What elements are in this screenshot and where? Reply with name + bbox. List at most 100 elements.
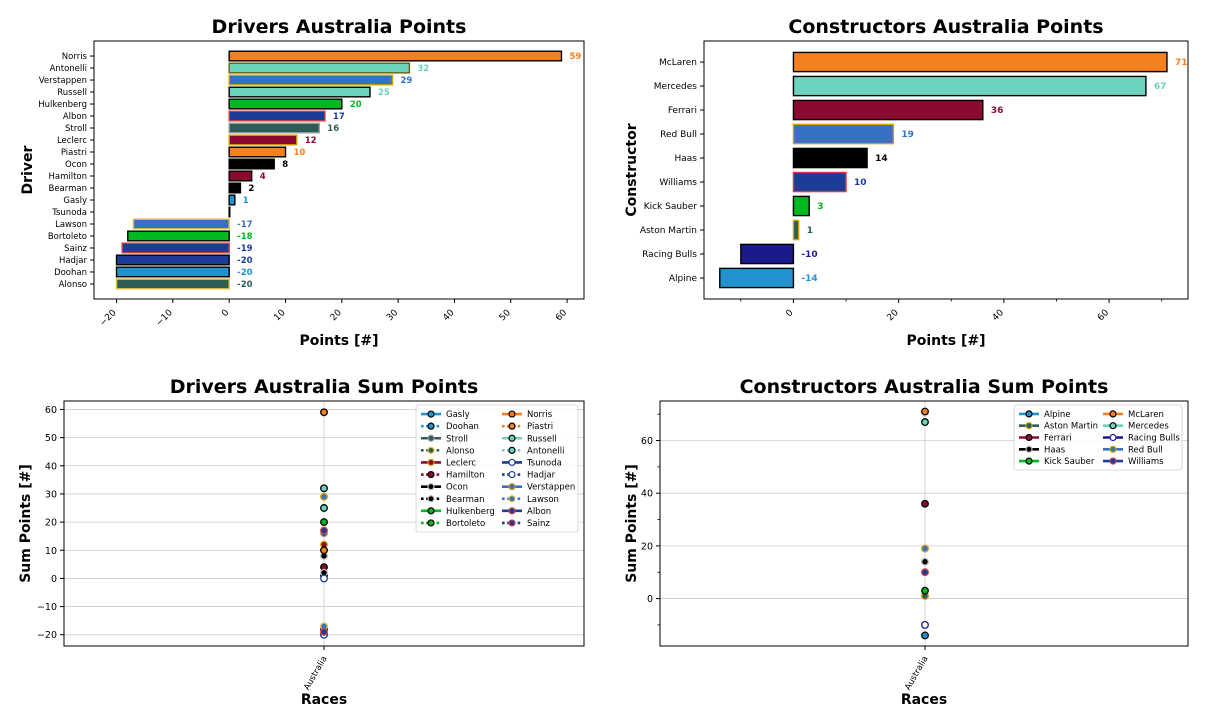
legend-marker [508, 434, 516, 442]
y-tick-label: 50 [45, 433, 57, 444]
y-tick-label: 60 [641, 436, 653, 447]
legend-marker [508, 422, 516, 430]
bar-alpine [719, 267, 795, 289]
legend-label: McLaren [1128, 410, 1164, 420]
category-label: Piastri [61, 148, 87, 158]
y-tick-label: −20 [37, 630, 57, 641]
bar-racing-bulls [740, 243, 795, 265]
x-tick-label: −20 [98, 308, 119, 329]
bar-value-label: -20 [237, 256, 252, 266]
x-tick-label: 50 [498, 308, 513, 323]
drivers-points-chart: −20 −10 0 10 20 30 40 50 60 Norris 59 Antonelli 32 Ve… [20, 16, 585, 349]
x-tick-label: 0 [784, 308, 795, 319]
point-sainz [320, 627, 328, 636]
legend-label: Gasly [446, 410, 470, 420]
legend-label: Stroll [446, 434, 468, 444]
legend-marker [427, 410, 435, 418]
bar-bortoleto [127, 230, 230, 242]
x-axis-label: Races [301, 692, 347, 708]
legend-marker [1025, 422, 1033, 430]
legend-label: Doohan [446, 422, 479, 432]
point-williams [921, 568, 929, 577]
x-tick-label: 60 [554, 308, 569, 323]
x-tick-label: 40 [991, 308, 1006, 323]
bar-value-label: 4 [260, 172, 266, 182]
chart-title: Constructors Australia Sum Points [740, 376, 1109, 398]
category-label: Russell [57, 88, 87, 98]
bar-value-label: 8 [282, 160, 288, 170]
bar-lawson [132, 218, 230, 230]
bar-norris [228, 50, 563, 62]
chart-title: Drivers Australia Points [212, 16, 467, 38]
bar-alonso [115, 278, 230, 290]
bar-aston-martin [792, 219, 800, 241]
legend-label: Bortoleto [446, 519, 485, 529]
bar-williams [792, 171, 847, 193]
category-label: Lawson [55, 220, 87, 230]
category-label: Leclerc [57, 136, 87, 146]
category-label: Bearman [49, 184, 88, 194]
bar-antonelli [228, 62, 411, 74]
bar-value-label: 19 [901, 130, 914, 140]
chart-title: Drivers Australia Sum Points [170, 376, 479, 398]
x-tick-label: Australia [302, 655, 329, 693]
x-tick-label: 30 [385, 308, 400, 323]
category-label: Williams [659, 178, 697, 188]
y-tick-label: 0 [647, 594, 653, 605]
category-label: Mercedes [654, 82, 698, 92]
legend-label: Hadjar [527, 471, 556, 481]
bar-red-bull [792, 123, 895, 145]
bar-value-label: 10 [293, 148, 305, 158]
bar-kick-sauber [792, 195, 810, 217]
point-haas [921, 557, 929, 566]
legend-marker [1109, 410, 1117, 418]
category-label: Hamilton [48, 172, 87, 182]
y-tick-label: 10 [45, 546, 57, 557]
category-label: Ferrari [668, 106, 697, 116]
point-red-bull [921, 544, 929, 553]
bar-value-label: 14 [875, 154, 888, 164]
legend-label: Racing Bulls [1128, 434, 1180, 444]
legend-marker [427, 470, 435, 479]
y-tick-label: 0 [51, 574, 57, 585]
legend-marker [1025, 445, 1033, 453]
legend-marker [427, 483, 435, 491]
y-axis-label: Sum Points [#] [18, 464, 34, 583]
y-axis-label: Constructor [624, 123, 640, 216]
bar-stroll [228, 122, 320, 134]
category-label: Verstappen [39, 76, 87, 86]
category-label: Ocon [65, 160, 87, 170]
bar-haas [792, 147, 868, 169]
bar-value-label: 1 [807, 226, 813, 236]
legend-label: Ocon [446, 483, 468, 493]
bar-russell [228, 86, 371, 98]
category-label: Sainz [64, 244, 87, 254]
legend-label: Alpine [1044, 410, 1071, 420]
legend-marker [427, 434, 435, 442]
legend [415, 404, 579, 533]
x-axis-label: Points [#] [906, 333, 985, 349]
bar-value-label: -10 [801, 250, 817, 260]
legend-label: Kick Sauber [1044, 457, 1095, 467]
bar-value-label: 12 [305, 136, 317, 146]
category-label: Antonelli [50, 64, 87, 74]
constructors-points-frame [703, 40, 1189, 300]
category-label: Red Bull [660, 130, 697, 140]
point-racing-bulls [921, 620, 929, 629]
legend [1013, 404, 1183, 471]
legend-marker [1025, 433, 1033, 442]
bar-value-label: -20 [237, 280, 252, 290]
bar-mclaren [792, 51, 1168, 73]
legend-marker [508, 458, 516, 467]
legend-marker [1109, 445, 1117, 453]
legend-label: Russell [527, 434, 557, 444]
bar-value-label: 2 [248, 184, 254, 194]
legend-label: Sainz [527, 519, 550, 529]
legend-label: Haas [1044, 445, 1066, 455]
legend-marker [427, 422, 435, 430]
bar-doohan [115, 266, 230, 278]
bar-hulkenberg [228, 98, 343, 110]
bar-mercedes [792, 75, 1147, 97]
legend-marker [508, 446, 516, 454]
